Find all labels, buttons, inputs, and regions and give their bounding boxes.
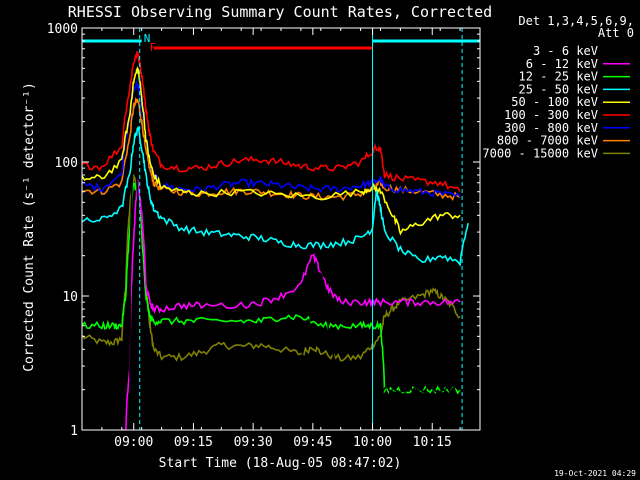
y-tick-label: 10 bbox=[62, 290, 78, 305]
x-tick-label: 09:15 bbox=[174, 435, 213, 450]
y-tick-label: 100 bbox=[55, 156, 78, 171]
series-line-800-7000-kev bbox=[82, 96, 461, 202]
series-line-3-6-kev bbox=[129, 153, 461, 430]
chart-title: RHESSI Observing Summary Count Rates, Co… bbox=[68, 3, 492, 21]
legend-header: Det 1,3,4,5,6,9, Att 0 bbox=[518, 14, 634, 40]
legend-label: 800 - 7000 keV bbox=[497, 134, 598, 148]
x-tick-label: 09:30 bbox=[234, 435, 273, 450]
series-group bbox=[82, 50, 469, 430]
x-tick-label: 10:00 bbox=[353, 435, 392, 450]
annotation-marker: N bbox=[144, 32, 151, 45]
series-line-50-100-kev bbox=[82, 66, 461, 236]
legend-label: 7000 - 15000 keV bbox=[482, 146, 598, 160]
y-tick-label: 1000 bbox=[47, 22, 78, 37]
legend-label: 300 - 800 keV bbox=[504, 121, 598, 135]
x-tick-label: 10:15 bbox=[413, 435, 452, 450]
annotation-marker: F bbox=[150, 41, 157, 54]
legend-header-line: Det 1,3,4,5,6,9, bbox=[518, 14, 634, 28]
legend-label: 25 - 50 keV bbox=[519, 82, 598, 96]
legend-label: 6 - 12 keV bbox=[526, 57, 598, 71]
legend-label: 3 - 6 keV bbox=[533, 44, 598, 58]
series-line-25-50-kev bbox=[82, 126, 469, 267]
legend-label: 12 - 25 keV bbox=[519, 70, 598, 84]
x-axis-label: Start Time (18-Aug-05 08:47:02) bbox=[159, 456, 402, 471]
series-line-300-800-kev bbox=[82, 79, 461, 198]
series-line-12-25-kev bbox=[82, 181, 461, 395]
x-tick-label: 09:00 bbox=[114, 435, 153, 450]
y-tick-label: 1 bbox=[70, 424, 78, 439]
plot-area: NF bbox=[82, 28, 480, 430]
legend-label: 100 - 300 keV bbox=[504, 108, 598, 122]
axes: 1 10 100 1000 09:00 09:15 09:30 09:45 10:00 10:15 bbox=[47, 22, 481, 450]
y-axis-label: Corrected Count Rate (s⁻¹ detector⁻¹) bbox=[22, 82, 37, 372]
x-tick-label: 09:45 bbox=[293, 435, 332, 450]
series-line-6-12-kev bbox=[121, 179, 461, 430]
footer-timestamp: 19-Oct-2021 04:29 bbox=[554, 469, 636, 478]
legend-header-line: Att 0 bbox=[598, 26, 634, 40]
legend-label: 50 - 100 keV bbox=[511, 95, 598, 109]
series-line-100-300-kev bbox=[82, 50, 461, 193]
